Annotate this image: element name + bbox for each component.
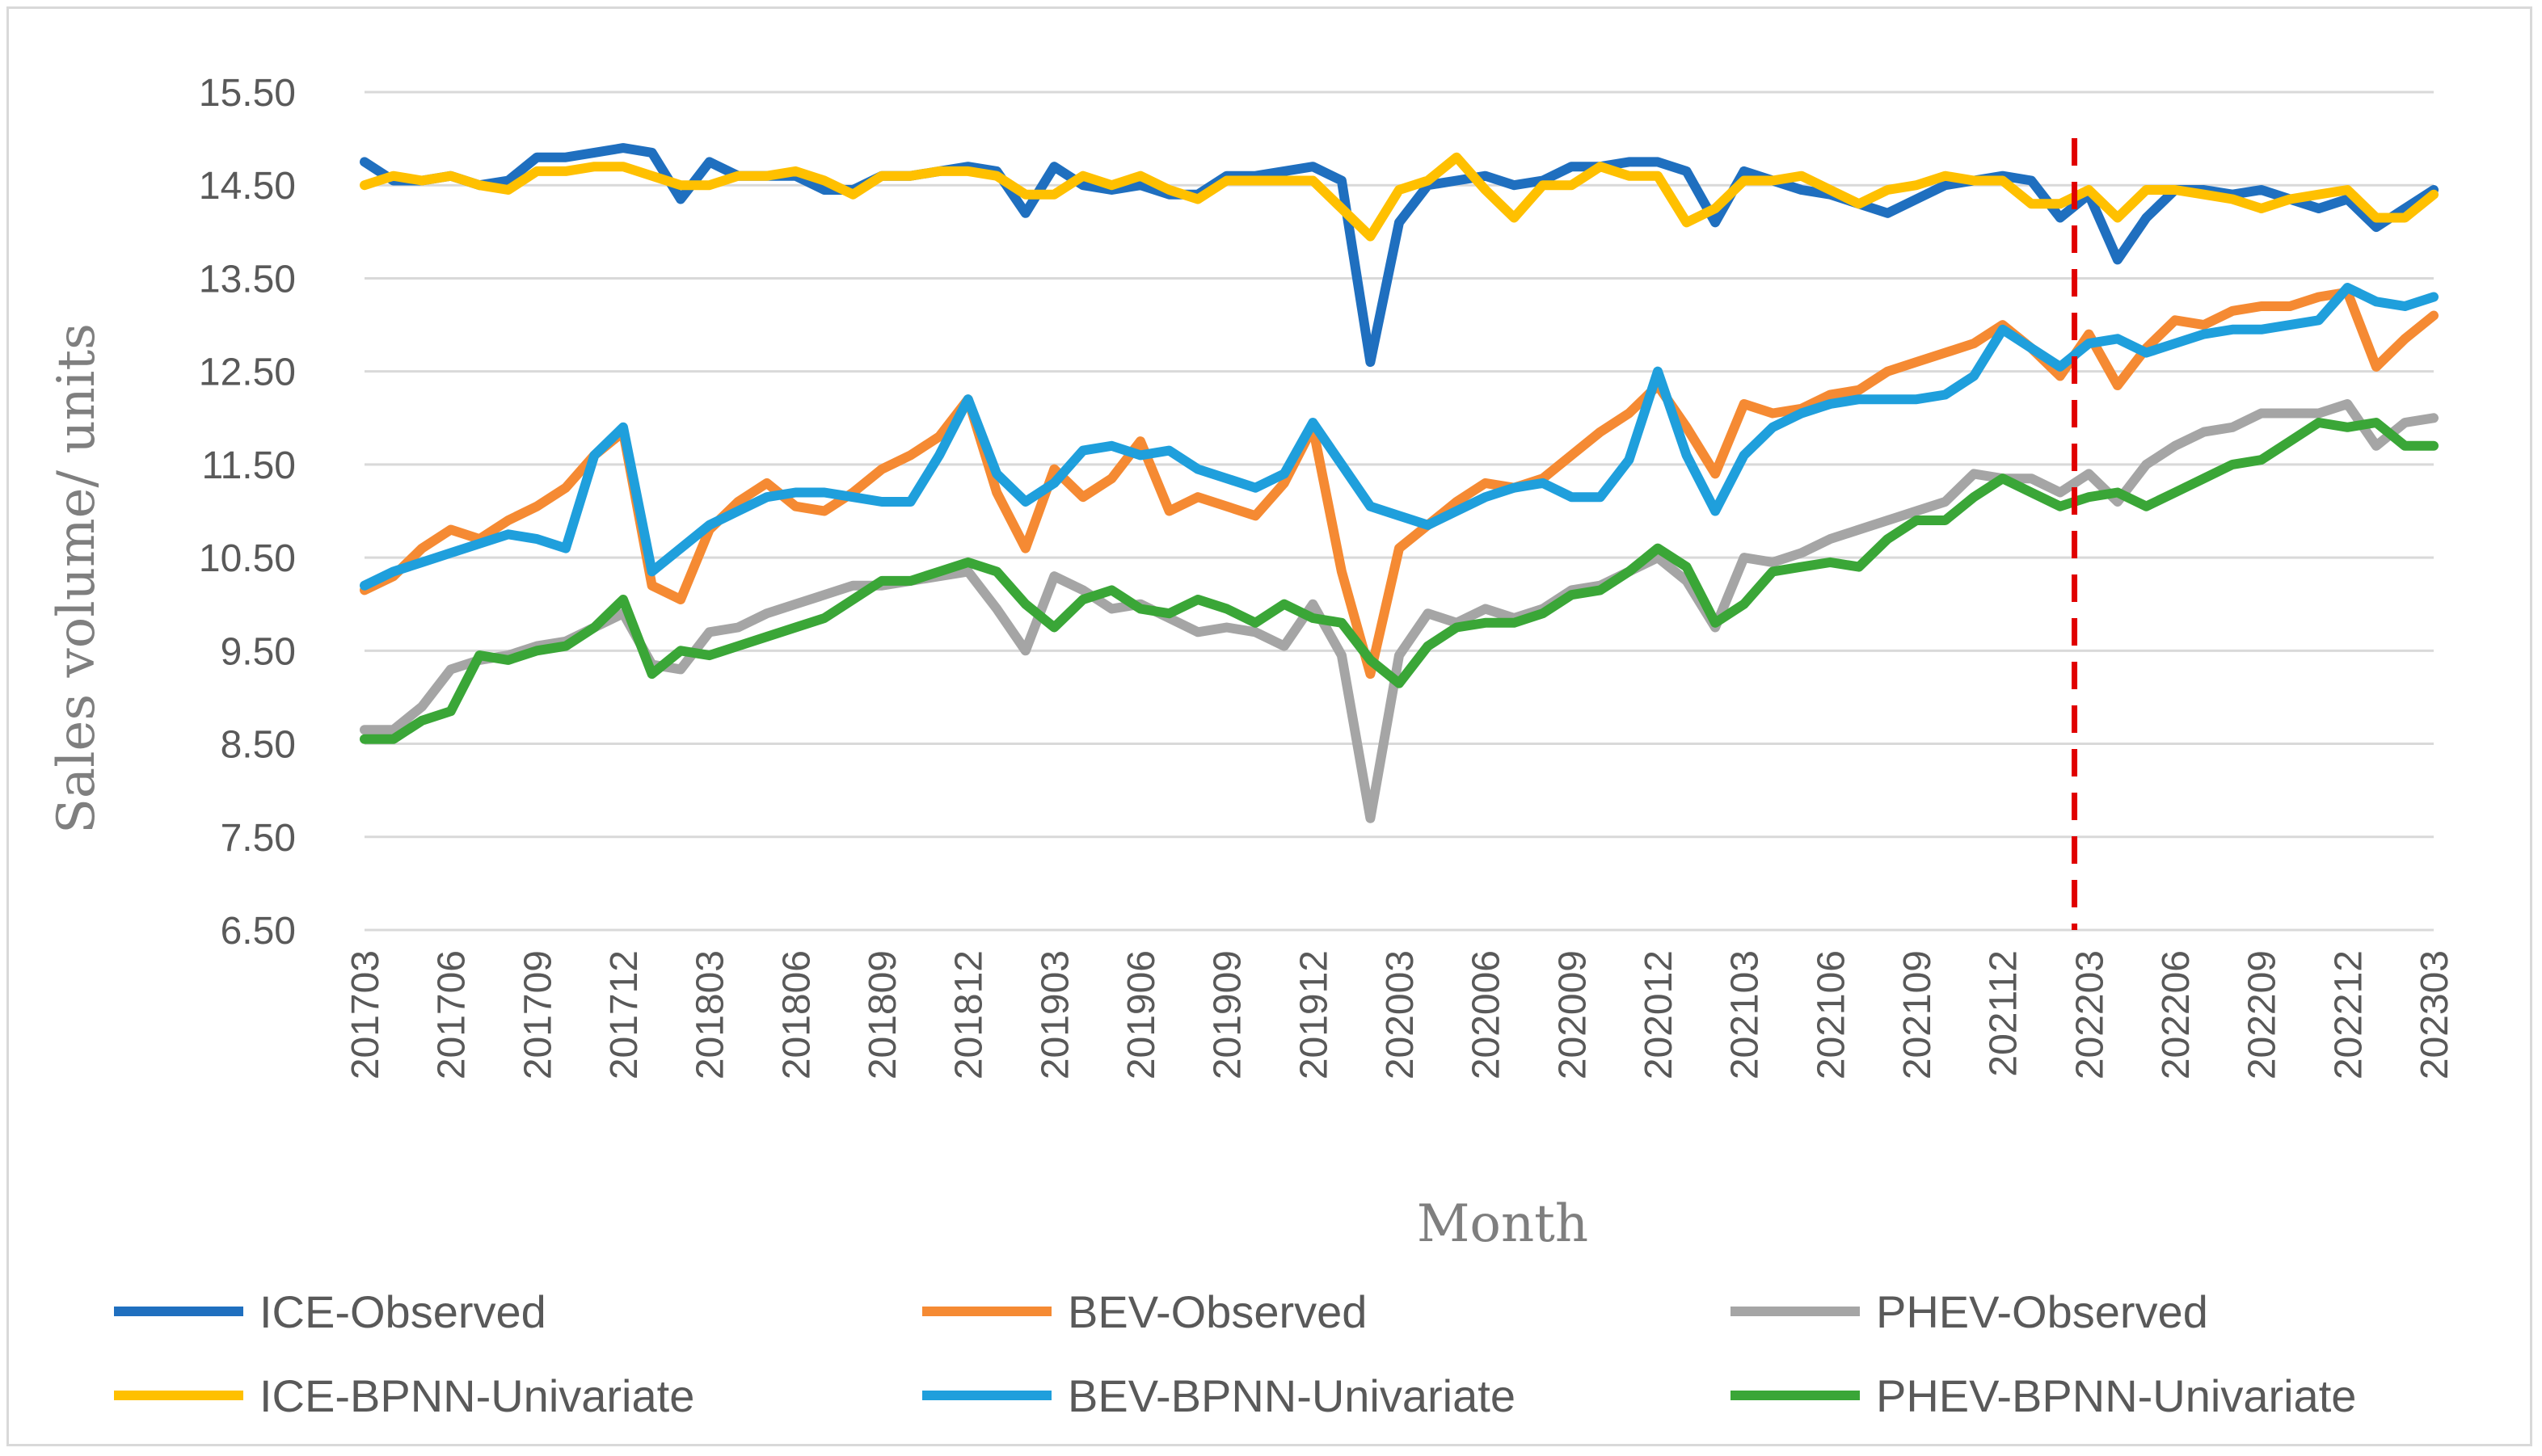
x-tick-label: 201712 (603, 950, 646, 1079)
y-tick-label: 13.50 (199, 258, 296, 301)
x-tick-label: 201903 (1034, 950, 1077, 1079)
legend: ICE-Observed BEV-Observed PHEV-Observed ICE… (114, 1286, 2356, 1421)
line-chart: 6.50 7.50 8.50 9.50 10.50 11.50 12.50 13.50 14.5… (47, 72, 2456, 1421)
y-tick-label: 6.50 (221, 910, 296, 953)
series-line-bev-observed (360, 287, 2439, 680)
series-line-ice-bpnn-univariate (360, 152, 2439, 242)
y-tick-label: 12.50 (199, 351, 296, 394)
x-tick-label: 202003 (1379, 950, 1422, 1079)
series-line-phev-observed (360, 399, 2439, 823)
y-axis-title: Sales volume/ units (47, 323, 107, 834)
chart-frame: 6.50 7.50 8.50 9.50 10.50 11.50 12.50 13.50 14.5… (6, 6, 2532, 1446)
x-tick-label: 201809 (862, 950, 904, 1079)
legend-label: ICE-Observed (259, 1286, 546, 1337)
y-axis-ticks: 6.50 7.50 8.50 9.50 10.50 11.50 12.50 13.50 14.5… (199, 72, 296, 953)
legend-label: PHEV-Observed (1876, 1286, 2208, 1337)
x-tick-label: 202203 (2068, 950, 2111, 1079)
legend-label: ICE-BPNN-Univariate (259, 1370, 694, 1421)
legend-label: BEV-BPNN-Univariate (1068, 1370, 1516, 1421)
x-tick-label: 202206 (2155, 950, 2198, 1079)
legend-label: PHEV-BPNN-Univariate (1876, 1370, 2356, 1421)
x-tick-label: 202103 (1724, 950, 1767, 1079)
x-tick-label: 201812 (948, 950, 991, 1079)
x-tick-label: 202303 (2413, 950, 2456, 1079)
y-tick-label: 9.50 (221, 630, 296, 673)
y-tick-label: 15.50 (199, 72, 296, 115)
x-tick-label: 202112 (1983, 950, 2026, 1077)
x-tick-label: 202006 (1465, 950, 1508, 1079)
series-line-bev-bpnn-univariate (360, 283, 2439, 591)
x-tick-label: 201909 (1207, 950, 1250, 1079)
x-tick-label: 202109 (1896, 950, 1939, 1079)
y-tick-label: 7.50 (221, 817, 296, 860)
x-tick-label: 202106 (1810, 950, 1853, 1079)
x-tick-label: 201709 (516, 950, 559, 1079)
series-line-phev-bpnn-univariate (360, 418, 2439, 744)
x-tick-label: 202209 (2241, 950, 2284, 1079)
y-tick-label: 14.50 (199, 165, 296, 208)
x-tick-label: 202212 (2327, 950, 2370, 1079)
x-tick-label: 202009 (1551, 950, 1594, 1079)
legend-label: BEV-Observed (1068, 1286, 1367, 1337)
x-tick-label: 202012 (1638, 950, 1680, 1079)
y-tick-label: 10.50 (199, 537, 296, 580)
x-tick-label: 201706 (431, 950, 474, 1079)
x-tick-label: 201912 (1292, 950, 1335, 1079)
y-tick-label: 11.50 (201, 444, 296, 487)
series-lines (360, 143, 2439, 823)
x-tick-label: 201906 (1120, 950, 1163, 1079)
x-tick-label: 201806 (775, 950, 818, 1079)
x-axis-ticks: 201703 201706 201709 201712 201803 201806 2018… (344, 950, 2456, 1079)
x-tick-label: 201703 (344, 950, 387, 1079)
y-tick-label: 8.50 (221, 724, 296, 767)
x-tick-label: 201803 (689, 950, 732, 1079)
x-axis-title: Month (1417, 1194, 1588, 1254)
